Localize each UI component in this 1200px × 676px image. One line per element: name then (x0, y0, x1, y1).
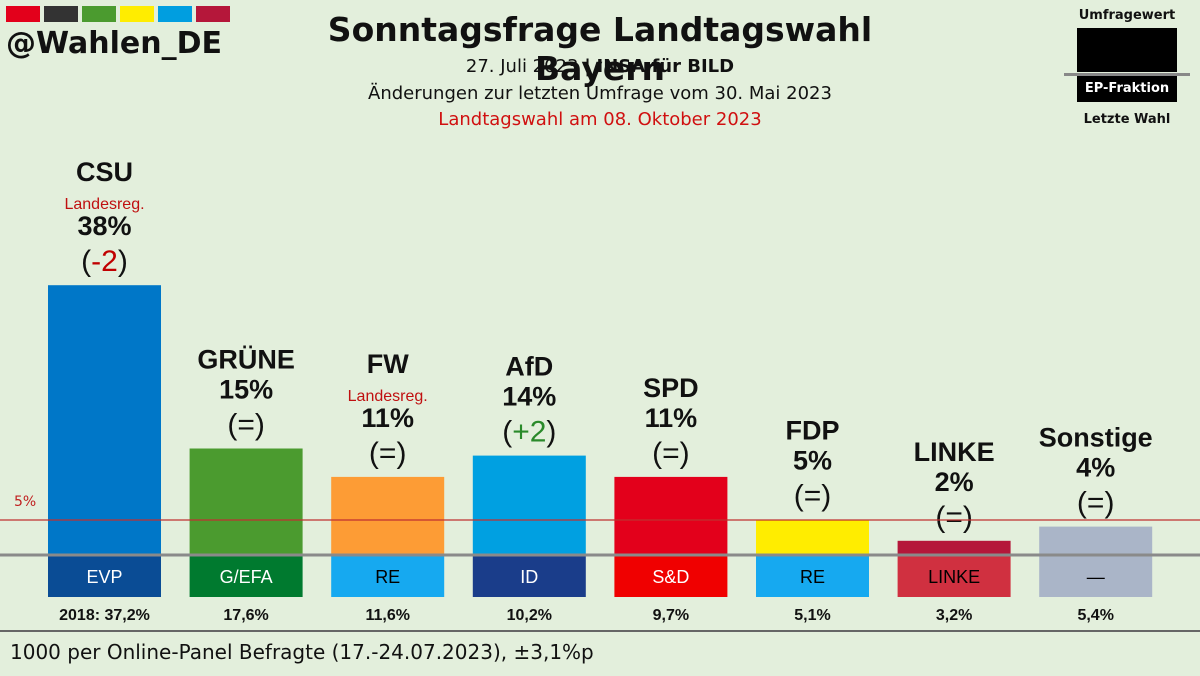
value-label: 14% (502, 382, 556, 412)
ep-group-box (897, 555, 1011, 597)
chart-subtitle: 27. Juli 2023 | INSA für BILD (300, 56, 900, 77)
legend-baseline (1064, 73, 1190, 76)
bar (897, 540, 1011, 555)
ep-group-box (614, 555, 728, 597)
bar (472, 455, 586, 555)
value-label: 11% (361, 403, 414, 433)
chart-title: Sonntagsfrage Landtagswahl Bayern (327, 10, 873, 88)
last-election-label: 3,2% (936, 607, 972, 624)
bar (331, 476, 445, 555)
category-label: LINKE (914, 437, 995, 467)
value-label: 38% (77, 211, 131, 241)
ep-group-label: G/EFA (220, 567, 273, 587)
change-label: (=) (1077, 487, 1115, 520)
last-election-label: 2018: 37,2% (59, 607, 150, 624)
ep-group-box (331, 555, 445, 597)
account-handle: @Wahlen_DE (6, 26, 223, 61)
value-label: 5% (793, 446, 832, 476)
bar (1039, 526, 1153, 555)
ep-group-box (472, 555, 586, 597)
legend-poll-value: Umfragewert (1078, 8, 1176, 23)
change-label: (=) (227, 409, 265, 442)
change-label: (=) (652, 437, 690, 470)
legend-ep-group: EP-Fraktion (1077, 76, 1177, 102)
footer-divider (0, 630, 1200, 632)
ep-group-box (1039, 555, 1153, 597)
ep-group-label: EVP (86, 567, 122, 587)
last-election-label: 9,7% (653, 607, 689, 624)
value-label: 4% (1076, 453, 1115, 483)
ep-group-label: RE (800, 567, 825, 587)
last-election-label: 5,1% (794, 607, 830, 624)
stripe-swatch (196, 6, 230, 22)
bar (756, 519, 869, 555)
election-date: Landtagswahl am 08. Oktober 2023 (438, 109, 762, 130)
bar (614, 476, 728, 555)
ep-group-label: LINKE (928, 567, 980, 587)
ep-group-label: ID (520, 567, 538, 587)
last-election-label: 5,4% (1077, 607, 1113, 624)
stripe-swatch (120, 6, 154, 22)
change-label: (=) (935, 501, 973, 534)
changes-note: Änderungen zur letzten Umfrage vom 30. M… (368, 83, 832, 104)
color-stripe (6, 6, 230, 22)
bar (189, 448, 303, 555)
category-label: FDP (786, 416, 840, 446)
ep-group-box (48, 555, 161, 597)
ep-group-label: RE (375, 567, 400, 587)
category-label: CSU (76, 157, 133, 187)
threshold-label: 5% (14, 494, 37, 510)
change-label: (=) (369, 437, 407, 470)
last-election-label: 11,6% (365, 607, 409, 624)
stripe-swatch (158, 6, 192, 22)
note-label: Landesreg. (348, 388, 428, 405)
legend: Umfragewert EP-Fraktion Letzte Wahl (1064, 0, 1190, 140)
value-label: 11% (645, 403, 698, 433)
category-label: AfD (505, 352, 553, 382)
ep-group-label: — (1087, 567, 1105, 587)
bar (48, 285, 161, 555)
note-label: Landesreg. (64, 196, 144, 213)
footnote: 1000 per Online-Panel Befragte (17.-24.0… (10, 640, 594, 664)
last-election-label: 17,6% (223, 607, 268, 624)
poll-institute: INSA für BILD (596, 56, 735, 77)
category-label: FW (367, 349, 409, 379)
change-label: (-2) (81, 245, 128, 278)
category-label: SPD (643, 373, 699, 403)
category-label: GRÜNE (197, 345, 295, 375)
last-election-label: 10,2% (507, 607, 552, 624)
stripe-swatch (6, 6, 40, 22)
poll-date: 27. Juli 2023 (465, 56, 579, 77)
legend-last-election: Letzte Wahl (1083, 112, 1171, 127)
ep-group-label: S&D (652, 567, 689, 587)
stripe-swatch (82, 6, 116, 22)
ep-group-box (756, 555, 869, 597)
stripe-swatch (44, 6, 78, 22)
change-label: (+2) (502, 416, 556, 449)
value-label: 15% (219, 375, 273, 405)
subtitle-separator: | (584, 56, 591, 77)
category-label: Sonstige (1039, 423, 1153, 453)
change-label: (=) (794, 480, 832, 513)
ep-group-box (189, 555, 303, 597)
legend-bar-swatch (1077, 28, 1177, 72)
value-label: 2% (935, 467, 974, 497)
